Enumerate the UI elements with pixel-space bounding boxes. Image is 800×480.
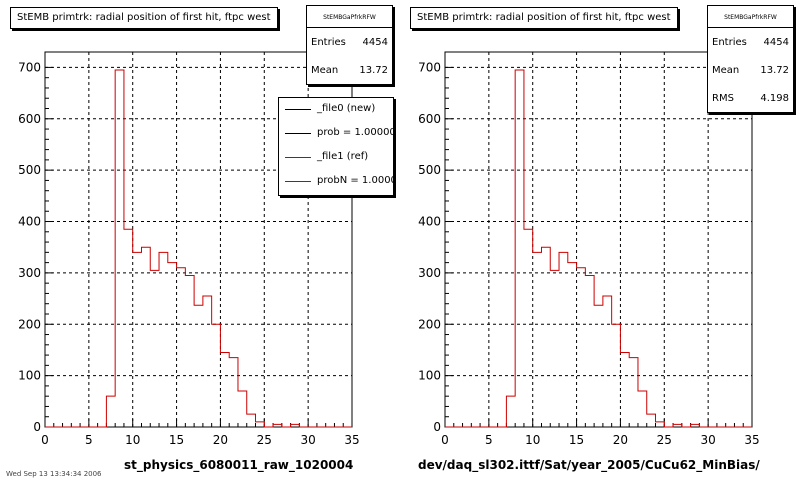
y-tick-label: 300 (18, 266, 41, 280)
chart-title-right: StEMB primtrk: radial position of first … (410, 7, 678, 29)
y-tick-label: 0 (33, 420, 41, 434)
x-tick-label: 15 (569, 433, 584, 447)
y-tick-label: 200 (418, 317, 441, 331)
x-tick-label: 20 (613, 433, 628, 447)
y-tick-label: 200 (18, 317, 41, 331)
x-tick-label: 25 (657, 433, 672, 447)
legend-left: _file0 (new) prob = 1.000000 _file1 (ref… (278, 97, 394, 196)
x-tick-label: 35 (744, 433, 759, 447)
footer-timestamp: Wed Sep 13 13:34:34 2006 (6, 470, 102, 478)
x-tick-label: 30 (701, 433, 716, 447)
x-tick-label: 10 (525, 433, 540, 447)
stats-box-right: StEMBGaPfrkRFW Entries 4454 Mean 13.72 R… (707, 5, 794, 113)
x-axis-file-label-right: dev/daq_sl302.ittf/Sat/year_2005/CuCu62_… (418, 458, 760, 472)
y-tick-label: 500 (418, 163, 441, 177)
x-tick-label: 30 (301, 433, 316, 447)
stats-row-mean: Mean 13.72 (311, 64, 388, 76)
y-tick-label: 500 (18, 163, 41, 177)
x-tick-label: 35 (344, 433, 359, 447)
stats-row-rms: RMS 4.198 (712, 92, 789, 104)
legend-entry: prob = 1.000000 (279, 122, 393, 146)
histogram-chart-right: 0 5 10 15 20 25 30 35 0 100 200 300 400 500 600 700 (418, 51, 760, 447)
histogram-series-line (45, 69, 352, 428)
y-tick-label: 600 (18, 112, 41, 126)
legend-entry: _file1 (ref) (279, 146, 393, 170)
x-tick-label: 0 (41, 433, 49, 447)
stats-name: StEMBGaPfrkRFW (708, 6, 793, 28)
y-tick-label: 100 (418, 369, 441, 383)
stats-row-mean: Mean 13.72 (712, 64, 789, 76)
y-tick-label: 400 (18, 215, 41, 229)
y-tick-label: 700 (418, 60, 441, 74)
x-tick-label: 5 (85, 433, 93, 447)
x-axis-file-label-left: st_physics_6080011_raw_1020004 (124, 458, 354, 472)
x-tick-label: 0 (441, 433, 449, 447)
chart-title-left: StEMB primtrk: radial position of first … (10, 7, 278, 29)
stats-row-entries: Entries 4454 (311, 36, 388, 48)
x-tick-label: 10 (125, 433, 140, 447)
stats-row-entries: Entries 4454 (712, 36, 789, 48)
legend-entry: probN = 1.000000 (279, 170, 393, 194)
x-tick-label: 15 (169, 433, 184, 447)
x-tick-label: 20 (213, 433, 228, 447)
y-tick-label: 600 (418, 112, 441, 126)
y-tick-label: 700 (18, 60, 41, 74)
y-tick-label: 100 (18, 369, 41, 383)
y-tick-label: 400 (418, 215, 441, 229)
legend-entry: _file0 (new) (279, 98, 393, 122)
y-tick-label: 0 (433, 420, 441, 434)
stats-name: StEMBGaPfrkRFW (307, 6, 392, 28)
stats-box-left: StEMBGaPfrkRFW Entries 4454 Mean 13.72 (306, 5, 393, 85)
x-tick-label: 5 (485, 433, 493, 447)
plot-frame (444, 51, 753, 428)
histogram-series-line (445, 69, 752, 428)
y-tick-label: 300 (418, 266, 441, 280)
x-tick-label: 25 (257, 433, 272, 447)
